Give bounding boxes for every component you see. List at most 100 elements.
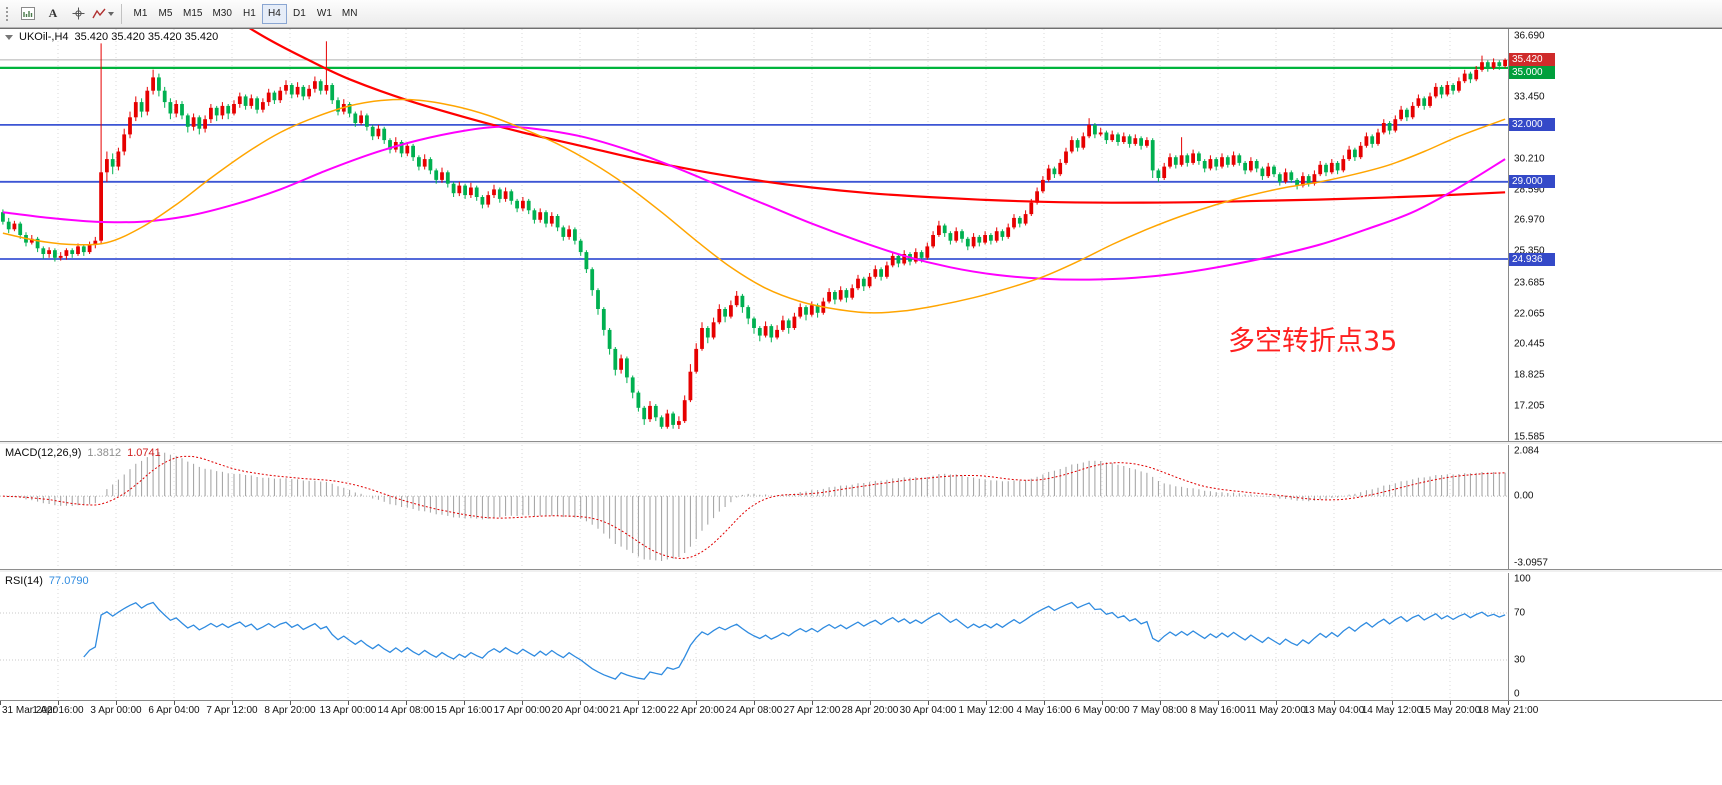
- toolbar-drag-handle-icon[interactable]: [5, 5, 10, 22]
- hline-badge-24936: 24.936: [1509, 252, 1555, 266]
- timeframe-button-d1[interactable]: D1: [287, 4, 312, 24]
- timeframe-button-m30[interactable]: M30: [207, 4, 236, 24]
- macd-main-value: 1.3812: [87, 447, 122, 459]
- price-tick-label: 20.445: [1514, 338, 1545, 350]
- time-tick: [1218, 701, 1219, 705]
- timeframe-button-mn[interactable]: MN: [337, 4, 363, 24]
- dropdown-caret-icon: [108, 11, 114, 16]
- macd-signal-value: 1.0741: [127, 447, 161, 459]
- time-axis[interactable]: 31 Mar 2020 1 Apr 16:00 3 Apr 00:00 6 Apr 0…: [0, 700, 1722, 717]
- chart-window-button[interactable]: [16, 3, 40, 25]
- time-label: 31 Mar 2020: [2, 705, 59, 716]
- macd-label: MACD(12,26,9): [5, 447, 82, 459]
- time-tick: [870, 701, 871, 705]
- price-tick-label: 30.210: [1514, 153, 1545, 165]
- price-panel[interactable]: UKOil-,H4 35.420 35.420 35.420 35.420 多空…: [0, 28, 1722, 441]
- price-tick-label: 28.590: [1514, 184, 1545, 196]
- time-label: 15 May 20:00: [1419, 705, 1481, 716]
- time-label: 22 Apr 20:00: [667, 705, 725, 716]
- macd-axis-label: -3.0957: [1514, 557, 1548, 569]
- price-tick-label: 17.205: [1514, 400, 1545, 412]
- panel-divider[interactable]: [0, 569, 1722, 573]
- panel-divider[interactable]: [0, 441, 1722, 445]
- time-label: 4 May 16:00: [1016, 705, 1072, 716]
- time-tick: [1102, 701, 1103, 705]
- timeframe-button-w1[interactable]: W1: [312, 4, 337, 24]
- time-tick: [290, 701, 291, 705]
- time-tick: [58, 701, 59, 705]
- time-label: 8 Apr 20:00: [264, 705, 316, 716]
- price-tick-label: 22.065: [1514, 308, 1545, 319]
- time-tick: [1334, 701, 1335, 705]
- time-label: 17 Apr 00:00: [493, 705, 551, 716]
- time-label: 6 May 00:00: [1074, 705, 1130, 716]
- time-tick: [1392, 701, 1393, 705]
- macd-panel[interactable]: MACD(12,26,9) 1.3812 1.0741 2.084 0.00 -3.…: [0, 445, 1722, 569]
- time-tick: [986, 701, 987, 705]
- time-tick: [1508, 701, 1509, 705]
- time-label: 7 May 08:00: [1132, 705, 1188, 716]
- price-tick-label: 26.970: [1514, 214, 1545, 226]
- time-label: 20 Apr 04:00: [551, 705, 609, 716]
- time-tick: [1276, 701, 1277, 705]
- time-label: 1 May 12:00: [958, 705, 1014, 716]
- rsi-axis[interactable]: 100 70 30 0: [1508, 573, 1722, 700]
- price-axis[interactable]: 36.690 33.450 30.210 28.590 26.970 25.350 23.6…: [1508, 29, 1722, 441]
- time-tick: [464, 701, 465, 705]
- charts-toolbar: A M1 M5 M15 M30 H1 H4 D1 W1 MN: [0, 0, 1722, 28]
- price-tick-label: 36.690: [1514, 30, 1545, 42]
- price-tick-label: 18.825: [1514, 369, 1545, 381]
- time-label: 6 Apr 04:00: [148, 705, 200, 716]
- indicators-dropdown-button[interactable]: [91, 3, 115, 25]
- time-tick: [580, 701, 581, 705]
- time-tick: [348, 701, 349, 705]
- time-tick: [0, 701, 1, 705]
- rsi-chart-canvas[interactable]: [0, 573, 1508, 700]
- collapse-chart-icon[interactable]: [5, 34, 13, 40]
- cursor-tool-button[interactable]: A: [41, 3, 65, 25]
- time-tick: [928, 701, 929, 705]
- time-tick: [1450, 701, 1451, 705]
- time-tick: [116, 701, 117, 705]
- time-label: 1 Apr 16:00: [32, 705, 84, 716]
- timeframe-button-h4[interactable]: H4: [261, 3, 287, 24]
- time-label: 24 Apr 08:00: [725, 705, 783, 716]
- price-tick-label: 33.450: [1514, 91, 1545, 103]
- timeframe-button-h1[interactable]: H1: [237, 4, 262, 24]
- chart-annotation-text: 多空转折点35: [1228, 326, 1398, 357]
- crosshair-tool-button[interactable]: [66, 3, 90, 25]
- timeframe-button-m15[interactable]: M15: [178, 4, 207, 24]
- macd-chart-canvas[interactable]: [0, 445, 1508, 569]
- time-label: 15 Apr 16:00: [435, 705, 493, 716]
- price-chart-canvas[interactable]: [0, 29, 1508, 441]
- timeframe-button-m5[interactable]: M5: [153, 4, 178, 24]
- rsi-panel[interactable]: RSI(14) 77.0790 100 70 30 0: [0, 573, 1722, 700]
- time-tick: [406, 701, 407, 705]
- time-label: 27 Apr 12:00: [783, 705, 841, 716]
- time-label: 8 May 16:00: [1190, 705, 1246, 716]
- hline-badge-32: 32.000: [1509, 118, 1555, 132]
- bid-price-badge: 35.420: [1509, 53, 1555, 67]
- macd-axis[interactable]: 2.084 0.00 -3.0957: [1508, 445, 1722, 569]
- time-label: 11 May 20:00: [1246, 705, 1306, 716]
- time-label: 3 Apr 00:00: [90, 705, 142, 716]
- rsi-value: 77.0790: [48, 575, 89, 587]
- time-label: 14 May 12:00: [1361, 705, 1423, 716]
- timeframe-button-group: M1 M5 M15 M30 H1 H4 D1 W1 MN: [128, 3, 363, 24]
- time-tick: [812, 701, 813, 705]
- price-tick-label: 23.685: [1514, 277, 1545, 289]
- timeframe-button-m1[interactable]: M1: [128, 4, 153, 24]
- time-tick: [522, 701, 523, 705]
- ohlc-values: 35.420 35.420 35.420 35.420: [74, 31, 219, 43]
- time-tick: [754, 701, 755, 705]
- time-label: 21 Apr 12:00: [609, 705, 667, 716]
- time-label: 28 Apr 20:00: [841, 705, 899, 716]
- time-tick: [1044, 701, 1045, 705]
- time-tick: [1160, 701, 1161, 705]
- time-tick: [696, 701, 697, 705]
- chart-title: UKOil-,H4 35.420 35.420 35.420 35.420: [5, 31, 218, 43]
- symbol-title: UKOil-,H4: [19, 31, 69, 43]
- rsi-axis-label: 30: [1514, 654, 1526, 666]
- time-label: 7 Apr 12:00: [206, 705, 258, 716]
